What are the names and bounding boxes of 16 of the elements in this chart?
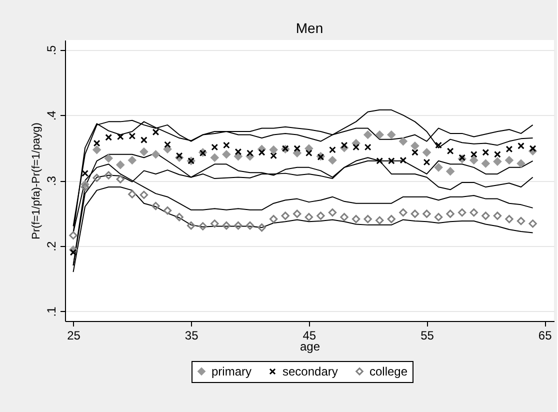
legend-label: college	[370, 364, 408, 378]
x-tick-label: 45	[302, 328, 316, 342]
y-tick-label: .1	[44, 306, 58, 317]
legend-label: primary	[212, 364, 252, 378]
y-axis-title: Pr(f=1/pfa)-Pr(f=1/payg)	[30, 122, 42, 240]
legend-label: secondary	[282, 364, 338, 378]
y-tick-label: .5	[44, 44, 58, 56]
x-tick-label: 65	[538, 328, 552, 342]
x-tick-label: 25	[67, 328, 81, 342]
y-tick-label: .3	[44, 176, 58, 186]
x-tick-label: 55	[420, 328, 434, 342]
x-axis-title: age	[300, 340, 320, 354]
x-tick-label: 35	[184, 328, 199, 342]
y-tick-label: .2	[44, 241, 58, 252]
chart-title: Men	[296, 20, 324, 36]
y-tick-label: .4	[44, 110, 58, 121]
